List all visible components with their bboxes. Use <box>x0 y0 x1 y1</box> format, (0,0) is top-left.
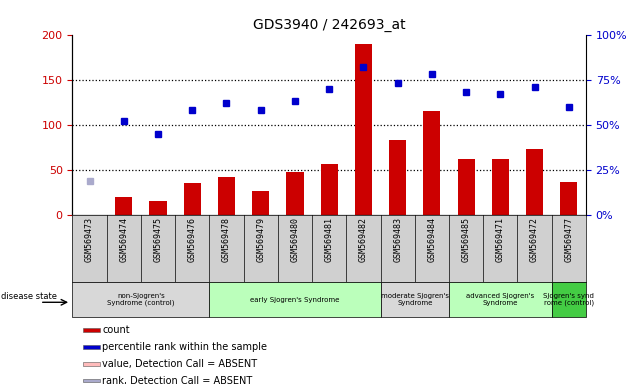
Text: value, Detection Call = ABSENT: value, Detection Call = ABSENT <box>103 359 258 369</box>
Bar <box>149 200 166 215</box>
Text: moderate Sjogren's
Syndrome: moderate Sjogren's Syndrome <box>381 293 449 306</box>
Text: early Sjogren's Syndrome: early Sjogren's Syndrome <box>250 296 340 303</box>
Bar <box>552 282 586 317</box>
Bar <box>457 159 474 215</box>
Text: GSM569477: GSM569477 <box>564 217 573 262</box>
Text: GSM569471: GSM569471 <box>496 217 505 262</box>
Text: count: count <box>103 325 130 335</box>
Text: percentile rank within the sample: percentile rank within the sample <box>103 342 268 352</box>
Text: GSM569474: GSM569474 <box>119 217 129 262</box>
Text: GSM569480: GSM569480 <box>290 217 299 262</box>
Bar <box>560 182 577 215</box>
Text: GSM569472: GSM569472 <box>530 217 539 262</box>
Text: GSM569473: GSM569473 <box>85 217 94 262</box>
Bar <box>381 282 449 317</box>
Text: non-Sjogren's
Syndrome (control): non-Sjogren's Syndrome (control) <box>107 293 175 306</box>
Text: disease state: disease state <box>1 292 57 301</box>
Text: GSM569485: GSM569485 <box>462 217 471 262</box>
Bar <box>252 191 269 215</box>
Text: rank, Detection Call = ABSENT: rank, Detection Call = ABSENT <box>103 376 253 384</box>
Bar <box>184 184 201 215</box>
Bar <box>83 362 100 366</box>
Text: GSM569476: GSM569476 <box>188 217 197 262</box>
Text: GSM569481: GSM569481 <box>324 217 334 262</box>
Bar <box>83 345 100 349</box>
Bar <box>209 282 381 317</box>
Bar <box>449 282 552 317</box>
Title: GDS3940 / 242693_at: GDS3940 / 242693_at <box>253 18 406 32</box>
Bar <box>321 164 338 215</box>
Bar <box>72 282 209 317</box>
Bar <box>355 44 372 215</box>
Bar <box>492 159 509 215</box>
Text: GSM569483: GSM569483 <box>393 217 402 262</box>
Bar <box>218 177 235 215</box>
Text: GSM569484: GSM569484 <box>427 217 437 262</box>
Text: GSM569475: GSM569475 <box>154 217 163 262</box>
Text: Sjogren's synd
rome (control): Sjogren's synd rome (control) <box>543 293 594 306</box>
Text: GSM569479: GSM569479 <box>256 217 265 262</box>
Bar <box>389 140 406 215</box>
Bar <box>83 328 100 332</box>
Bar <box>423 111 440 215</box>
Bar <box>115 197 132 215</box>
Text: GSM569482: GSM569482 <box>359 217 368 262</box>
Bar <box>526 149 543 215</box>
Text: GSM569478: GSM569478 <box>222 217 231 262</box>
Bar <box>83 379 100 382</box>
Text: advanced Sjogren's
Syndrome: advanced Sjogren's Syndrome <box>466 293 534 306</box>
Bar <box>287 172 304 215</box>
